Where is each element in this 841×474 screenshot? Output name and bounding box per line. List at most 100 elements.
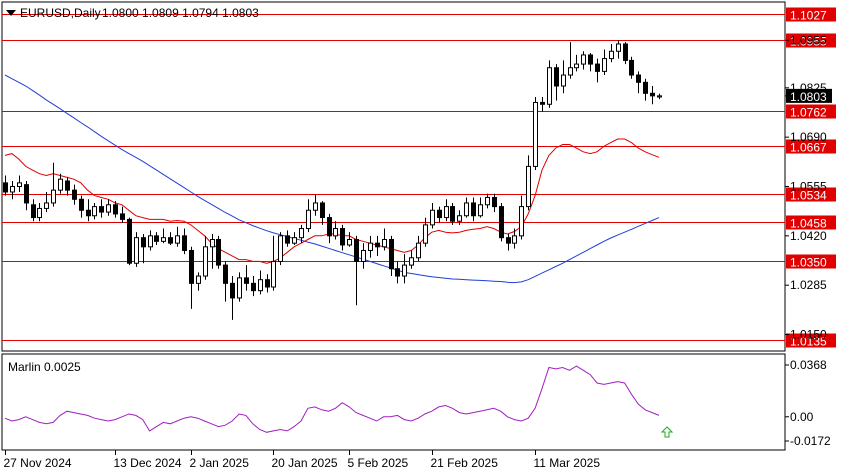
- candle-body: [492, 196, 497, 208]
- level-price-tag: [786, 104, 836, 119]
- candle: [389, 235, 394, 277]
- candle-body: [423, 224, 428, 244]
- candle-body: [141, 237, 146, 248]
- current-price-tag: [786, 88, 832, 103]
- candle: [244, 265, 249, 291]
- candle-body: [148, 235, 153, 248]
- candle-body: [650, 92, 655, 97]
- candle-body: [464, 202, 469, 217]
- candle: [602, 49, 607, 76]
- oscillator-axis: 0.0368 0.00 -0.0172: [785, 358, 831, 448]
- oscillator-tick-label: 0.0368: [790, 358, 827, 372]
- ohlc-label: 1.0800 1.0809 1.0794 1.0803: [102, 6, 259, 20]
- candle-body: [44, 202, 49, 209]
- candle: [395, 261, 400, 284]
- candle: [196, 272, 201, 291]
- candle: [99, 199, 104, 218]
- candle: [65, 177, 70, 196]
- candle-body: [72, 189, 77, 200]
- candle-body: [189, 249, 194, 284]
- candle-body: [182, 235, 187, 251]
- candle: [154, 232, 159, 245]
- main-pane-frame: [1, 1, 786, 352]
- candle: [485, 193, 490, 209]
- candle: [499, 202, 504, 242]
- candle: [148, 230, 153, 251]
- candle-body: [79, 198, 84, 211]
- candle-body: [588, 54, 593, 65]
- candle-body: [540, 101, 545, 105]
- oscillator-tick-label: 0.00: [790, 410, 814, 424]
- candle: [175, 226, 180, 247]
- candle-body: [526, 165, 531, 208]
- level-price-label: 1.0667: [790, 141, 827, 155]
- candle: [547, 60, 552, 108]
- oscillator-tick-label: -0.0172: [790, 434, 831, 448]
- candle-body: [568, 67, 573, 76]
- candle-body: [506, 237, 511, 244]
- candle: [650, 85, 655, 105]
- ma-slow-line: [4, 74, 660, 284]
- candle: [506, 234, 511, 251]
- candle-body: [327, 217, 332, 237]
- candle: [37, 202, 42, 222]
- candle: [278, 232, 283, 266]
- oscillator-pane-frame: [1, 353, 786, 451]
- candle: [457, 210, 462, 225]
- candle: [161, 228, 166, 244]
- candle: [519, 195, 524, 240]
- candle: [588, 53, 593, 72]
- candle-body: [354, 238, 359, 262]
- candle-body: [17, 182, 22, 188]
- candle: [409, 250, 414, 269]
- candle: [327, 213, 332, 244]
- candle-body: [533, 101, 538, 167]
- candle: [568, 42, 573, 79]
- candle-body: [485, 196, 490, 206]
- price-tick-label: 1.0955: [790, 33, 827, 47]
- candle: [526, 155, 531, 211]
- candle-body: [168, 237, 173, 244]
- candle-body: [382, 238, 387, 248]
- candle-body: [37, 207, 42, 219]
- candle-body: [409, 257, 414, 266]
- candle-body: [99, 206, 104, 213]
- candle-body: [478, 204, 483, 217]
- candle: [313, 194, 318, 216]
- candle-body: [340, 228, 345, 246]
- candle-body: [134, 237, 139, 264]
- candles-layer: [3, 40, 662, 320]
- candle: [17, 175, 22, 192]
- level-price-tag: [786, 33, 836, 48]
- candle-body: [127, 218, 132, 264]
- current-price-label: 1.0803: [790, 90, 827, 104]
- oscillator-layer: [4, 365, 660, 433]
- candle: [629, 56, 634, 79]
- candle: [402, 254, 407, 284]
- dropdown-triangle-icon[interactable]: [6, 10, 16, 16]
- price-tick-label: 1.0285: [790, 278, 827, 292]
- candle: [430, 202, 435, 229]
- candle-body: [203, 246, 208, 277]
- candle: [31, 199, 36, 222]
- candle-body: [395, 268, 400, 277]
- candle: [203, 235, 208, 280]
- candle: [561, 60, 566, 94]
- candle-body: [602, 58, 607, 72]
- candle: [643, 78, 648, 101]
- candle: [127, 217, 132, 266]
- candle-body: [499, 206, 504, 239]
- time-tick-label: 27 Nov 2024: [4, 456, 72, 470]
- candle: [554, 64, 559, 101]
- candle-body: [547, 67, 552, 105]
- candle-body: [430, 209, 435, 226]
- candle: [368, 235, 373, 258]
- level-price-label: 1.0458: [790, 217, 827, 231]
- price-tick-label: 1.0420: [790, 229, 827, 243]
- candle-body: [402, 264, 407, 277]
- level-price-label: 1.0135: [790, 335, 827, 349]
- candle-body: [643, 81, 648, 94]
- level-price-label: 1.0534: [790, 189, 827, 203]
- candle: [292, 232, 297, 245]
